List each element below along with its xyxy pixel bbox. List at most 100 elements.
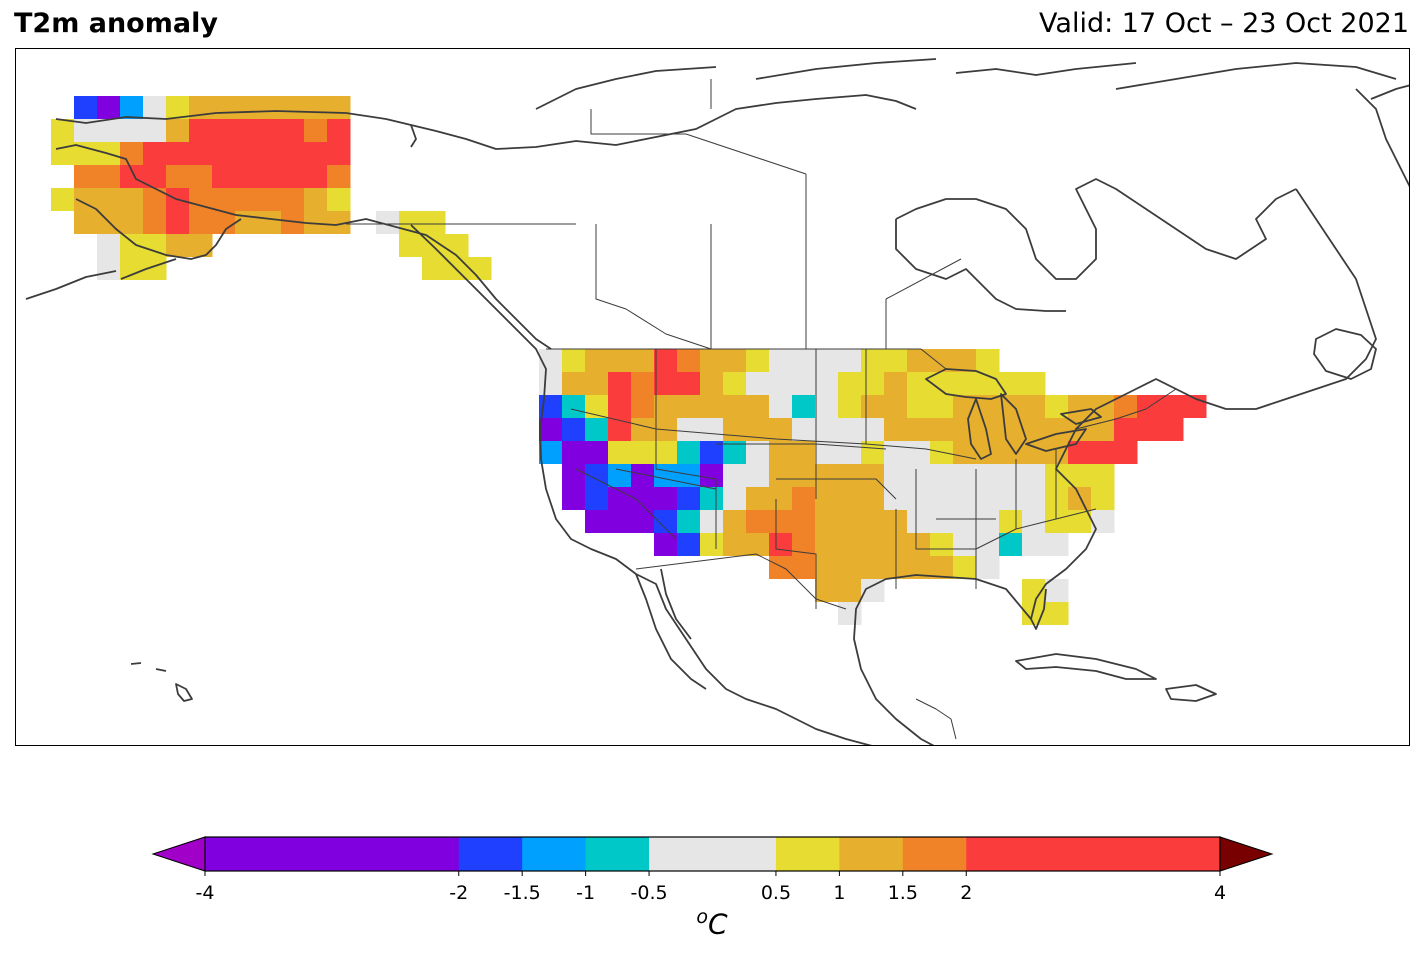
anomaly-cell bbox=[1022, 579, 1046, 602]
hawaii-coast bbox=[130, 662, 193, 702]
anomaly-cell bbox=[143, 165, 167, 188]
anomaly-cell bbox=[585, 372, 609, 395]
anomaly-cell bbox=[654, 533, 678, 556]
colorbar-segment bbox=[902, 837, 967, 871]
anomaly-cell bbox=[792, 372, 816, 395]
anomaly-cell bbox=[1091, 510, 1115, 533]
anomaly-cell bbox=[585, 441, 609, 464]
colorbar-frame bbox=[204, 836, 1221, 872]
map-panel bbox=[15, 48, 1410, 746]
anomaly-cell bbox=[1091, 441, 1115, 464]
anomaly-cell bbox=[120, 165, 144, 188]
anomaly-cell bbox=[677, 487, 701, 510]
anomaly-cell bbox=[281, 188, 305, 211]
anomaly-cell bbox=[258, 119, 282, 142]
anomaly-cell bbox=[631, 349, 655, 372]
anomaly-cell bbox=[1137, 395, 1161, 418]
alaska-peninsula-coast bbox=[25, 198, 242, 300]
anomaly-cell bbox=[304, 142, 328, 165]
anomaly-cell bbox=[97, 188, 121, 211]
colorbar-tick-label: -0.5 bbox=[630, 882, 668, 904]
anomaly-cell bbox=[166, 96, 190, 119]
anomaly-cell bbox=[723, 487, 747, 510]
anomaly-cell bbox=[861, 349, 885, 372]
anomaly-cell bbox=[258, 142, 282, 165]
anomaly-cell bbox=[907, 533, 931, 556]
anomaly-cell bbox=[376, 211, 400, 234]
anomaly-cell bbox=[120, 234, 144, 257]
coastlines bbox=[25, 58, 1409, 745]
anomaly-cell bbox=[631, 510, 655, 533]
anomaly-cell bbox=[838, 395, 862, 418]
anomaly-cell bbox=[838, 487, 862, 510]
anomaly-cell bbox=[539, 418, 563, 441]
anomaly-cell bbox=[654, 349, 678, 372]
anomaly-cell bbox=[654, 487, 678, 510]
anomaly-cell bbox=[1160, 395, 1184, 418]
anomaly-cell bbox=[1022, 441, 1046, 464]
anomaly-cell bbox=[608, 372, 632, 395]
east-coast bbox=[1030, 188, 1377, 630]
anomaly-cell bbox=[723, 372, 747, 395]
anomaly-cell bbox=[769, 349, 793, 372]
anomaly-cell bbox=[562, 418, 586, 441]
anomaly-cell bbox=[815, 533, 839, 556]
anomaly-cell bbox=[723, 395, 747, 418]
anomaly-cell bbox=[838, 556, 862, 579]
anomaly-cell bbox=[999, 533, 1023, 556]
anomaly-cell bbox=[1022, 418, 1046, 441]
anomaly-cell bbox=[861, 372, 885, 395]
anomaly-cell bbox=[327, 119, 351, 142]
anomaly-cell bbox=[258, 188, 282, 211]
anomaly-cell bbox=[746, 418, 770, 441]
colorbar bbox=[150, 830, 1275, 880]
anomaly-cell bbox=[677, 510, 701, 533]
colorbar-tick-label: 4 bbox=[1213, 882, 1227, 904]
great-lakes bbox=[925, 368, 1102, 460]
anomaly-cell bbox=[120, 188, 144, 211]
anomaly-cell bbox=[258, 211, 282, 234]
anomaly-cell bbox=[746, 510, 770, 533]
anomaly-cell bbox=[74, 96, 98, 119]
anomaly-cell bbox=[907, 487, 931, 510]
anomaly-cell bbox=[700, 372, 724, 395]
anomaly-cell bbox=[792, 533, 816, 556]
anomaly-cell bbox=[769, 487, 793, 510]
anomaly-cell bbox=[74, 165, 98, 188]
anomaly-cell bbox=[1045, 533, 1069, 556]
anomaly-cell bbox=[304, 119, 328, 142]
anomaly-cell bbox=[97, 119, 121, 142]
anomaly-cell bbox=[1022, 487, 1046, 510]
anomaly-cell bbox=[1114, 418, 1138, 441]
anomaly-cell bbox=[97, 234, 121, 257]
anomaly-cell bbox=[861, 533, 885, 556]
colorbar-tick-label: 1.5 bbox=[887, 882, 918, 904]
anomaly-cell bbox=[769, 510, 793, 533]
anomaly-cell bbox=[907, 510, 931, 533]
colorbar-tick-label: -1.5 bbox=[503, 882, 541, 904]
anomaly-cell bbox=[585, 487, 609, 510]
anomaly-cell bbox=[861, 487, 885, 510]
anomaly-cell bbox=[212, 119, 236, 142]
anomaly-cell bbox=[838, 533, 862, 556]
anomaly-cell bbox=[815, 395, 839, 418]
anomaly-cell bbox=[677, 372, 701, 395]
anomaly-cell bbox=[976, 464, 1000, 487]
anomaly-cell bbox=[999, 487, 1023, 510]
anomaly-cell bbox=[166, 165, 190, 188]
west-coast bbox=[410, 224, 872, 745]
anomaly-cell bbox=[1137, 418, 1161, 441]
anomaly-cell bbox=[815, 372, 839, 395]
anomaly-cell bbox=[700, 441, 724, 464]
anomaly-cell bbox=[677, 349, 701, 372]
colorbar-tick-label: -1 bbox=[576, 882, 596, 904]
colorbar-over-extend bbox=[1219, 836, 1274, 872]
anomaly-cell bbox=[861, 556, 885, 579]
anomaly-cell bbox=[677, 395, 701, 418]
us-state-borders bbox=[570, 349, 1097, 609]
colorbar-segment bbox=[839, 837, 904, 871]
anomaly-cell bbox=[585, 464, 609, 487]
anomaly-cell bbox=[907, 556, 931, 579]
anomaly-cell bbox=[51, 188, 75, 211]
anomaly-cell bbox=[166, 211, 190, 234]
